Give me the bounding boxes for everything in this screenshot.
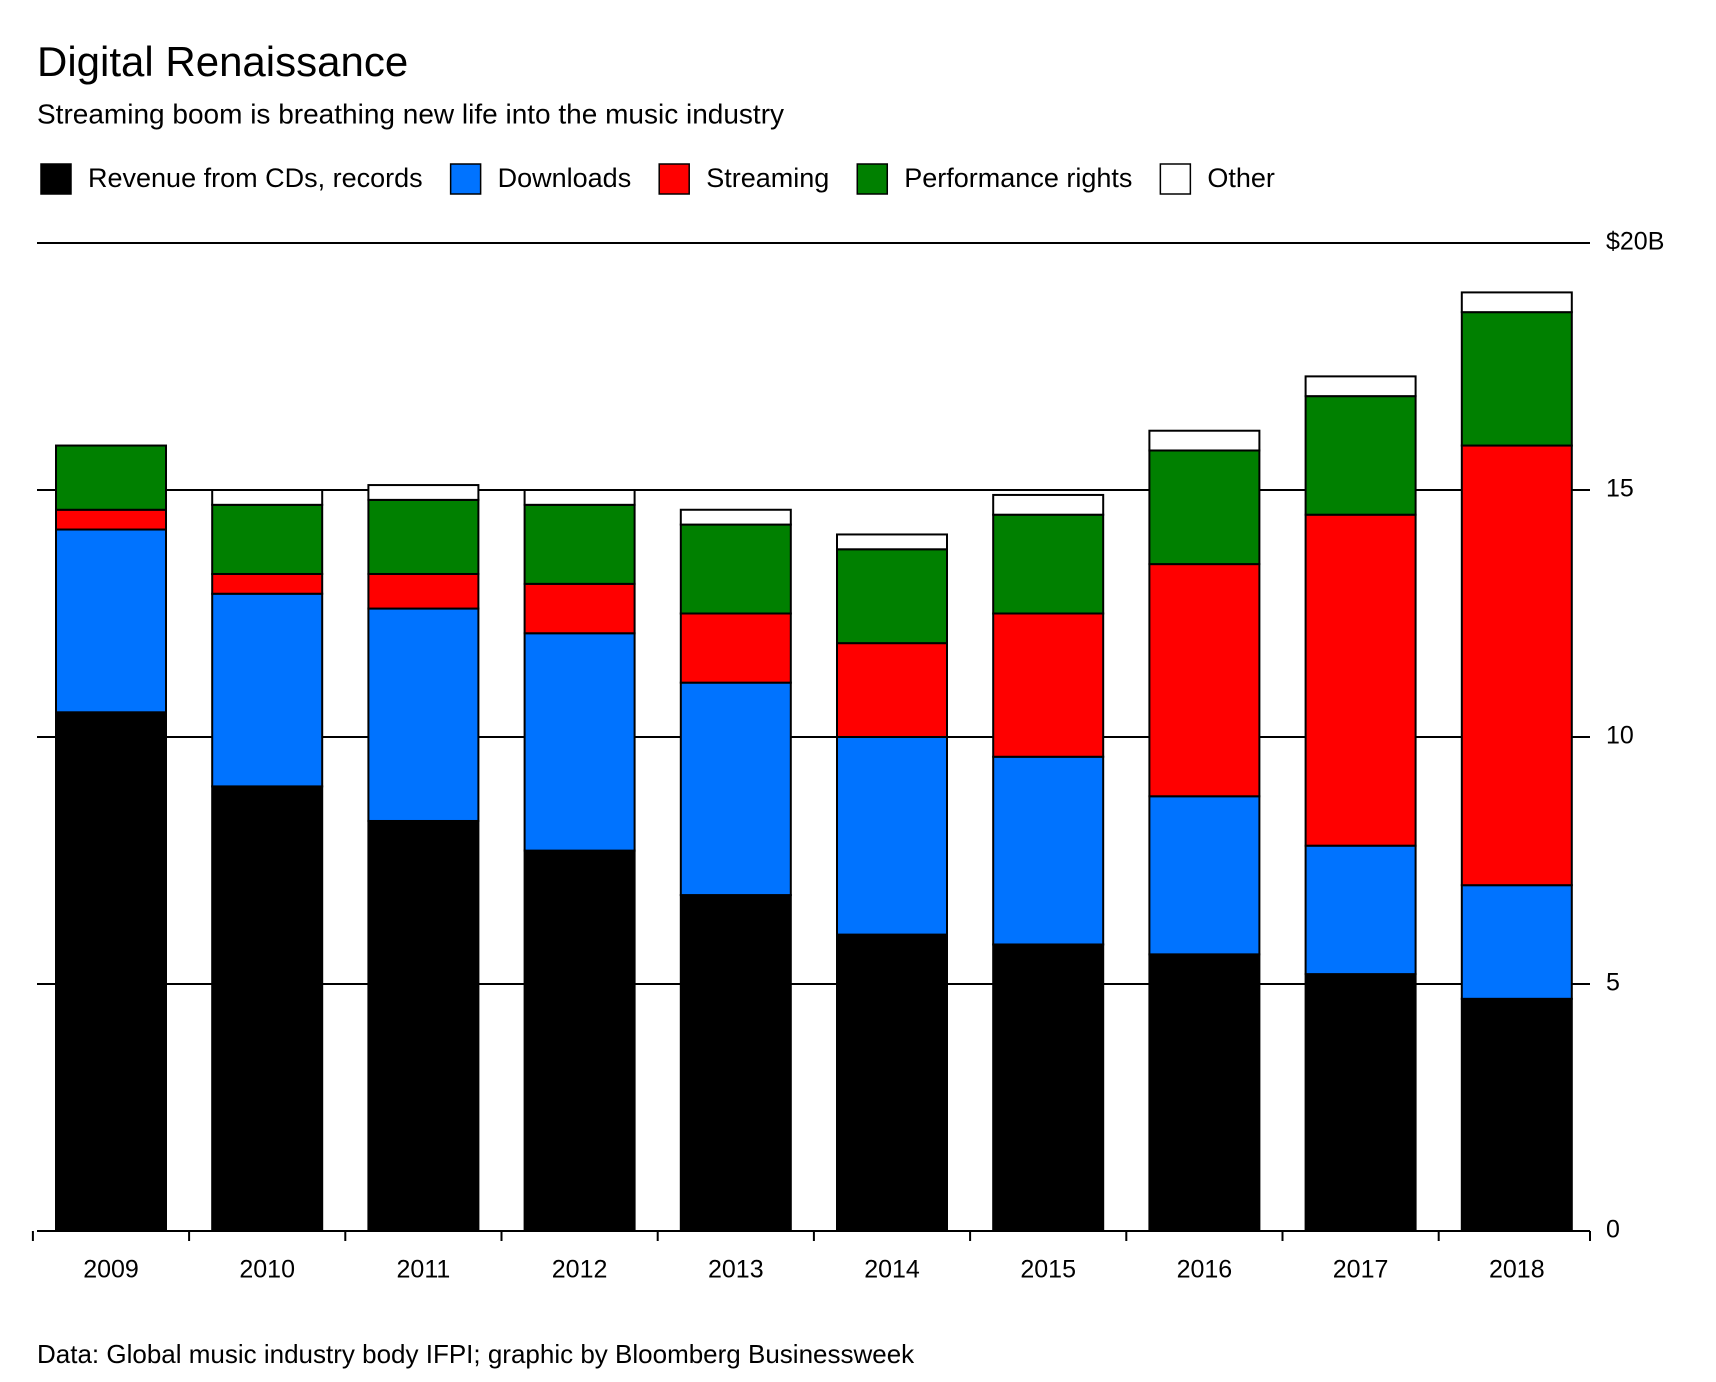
legend-label: Performance rights	[904, 163, 1132, 193]
bar-segment	[992, 513, 1105, 615]
x-tick-label: 2009	[83, 1256, 139, 1284]
bar-segment	[992, 493, 1105, 516]
bar-segment	[523, 489, 636, 506]
bar-segment	[1148, 953, 1261, 1232]
legend-swatch	[658, 163, 690, 195]
bar-segment	[679, 508, 792, 526]
bar-segment	[1304, 844, 1417, 976]
bar-segment	[679, 681, 792, 897]
bar-segment	[1460, 311, 1573, 447]
bar-segment	[367, 572, 480, 610]
bar-segment	[836, 642, 948, 739]
bar-segment	[1460, 444, 1573, 887]
legend-swatch	[1159, 163, 1192, 195]
x-tick-label: 2010	[239, 1256, 295, 1284]
bar-segment	[367, 607, 480, 822]
x-tick-label: 2016	[1177, 1256, 1233, 1284]
legend-label: Downloads	[498, 163, 632, 193]
bar-segment	[836, 548, 948, 645]
bar-segment	[1304, 513, 1417, 847]
bar-segment	[55, 444, 167, 511]
bar-segment	[367, 484, 480, 501]
x-tick-label: 2011	[397, 1256, 451, 1284]
bar-segment	[836, 533, 948, 551]
y-tick-label: $20B	[1606, 228, 1664, 256]
bar-segment	[836, 736, 948, 936]
bar-segment	[523, 503, 636, 585]
bar-segment	[1460, 291, 1573, 314]
bar-segment	[679, 523, 792, 615]
bar-segment	[992, 612, 1105, 758]
y-tick-label: 10	[1606, 722, 1634, 750]
bar-segment	[836, 933, 948, 1232]
legend-label: Streaming	[706, 163, 829, 193]
bar-segment	[992, 755, 1105, 946]
y-tick-label: 5	[1606, 969, 1620, 997]
bar-segment	[55, 528, 167, 714]
bar-segment	[367, 819, 480, 1232]
chart-subtitle: Streaming boom is breathing new life int…	[37, 98, 784, 129]
bar-segment	[211, 592, 324, 788]
x-tick-label: 2012	[552, 1256, 608, 1284]
legend-label: Other	[1207, 163, 1275, 193]
bar-segment	[679, 612, 792, 684]
bar-segment	[1460, 884, 1573, 1000]
x-tick-label: 2015	[1020, 1256, 1076, 1284]
bar-segment	[523, 849, 636, 1232]
legend-label: Revenue from CDs, records	[88, 163, 423, 193]
bar-segment	[1460, 997, 1573, 1232]
chart-title: Digital Renaissance	[37, 38, 408, 85]
legend-swatch	[449, 163, 482, 195]
bar-segment	[1148, 429, 1261, 452]
y-tick-label: 15	[1606, 475, 1634, 503]
x-tick-label: 2014	[864, 1256, 920, 1284]
bar-segment	[523, 582, 636, 635]
bar-segment	[1148, 563, 1261, 798]
x-tick-label: 2013	[708, 1256, 764, 1284]
bar-segment	[1304, 375, 1417, 398]
bar-segment	[1148, 795, 1261, 956]
bar-segment	[55, 508, 167, 531]
source-note: Data: Global music industry body IFPI; g…	[37, 1339, 915, 1369]
bar-segment	[523, 632, 636, 852]
x-tick-label: 2018	[1489, 1256, 1545, 1284]
legend-swatch	[856, 163, 889, 195]
x-tick-label: 2017	[1333, 1256, 1389, 1284]
bar-segment	[211, 572, 324, 595]
bar-segment	[367, 498, 480, 575]
bar-segment	[1304, 973, 1417, 1232]
y-tick-label: 0	[1606, 1216, 1620, 1244]
bar-segment	[1304, 395, 1417, 516]
bar-segment	[992, 943, 1105, 1232]
bar-segment	[211, 503, 324, 575]
legend-swatch	[40, 163, 72, 195]
bar-segment	[1148, 449, 1261, 566]
bar-segment	[211, 489, 324, 506]
bar-segment	[211, 785, 324, 1233]
bar-segment	[679, 894, 792, 1233]
bar-segment	[55, 711, 167, 1232]
